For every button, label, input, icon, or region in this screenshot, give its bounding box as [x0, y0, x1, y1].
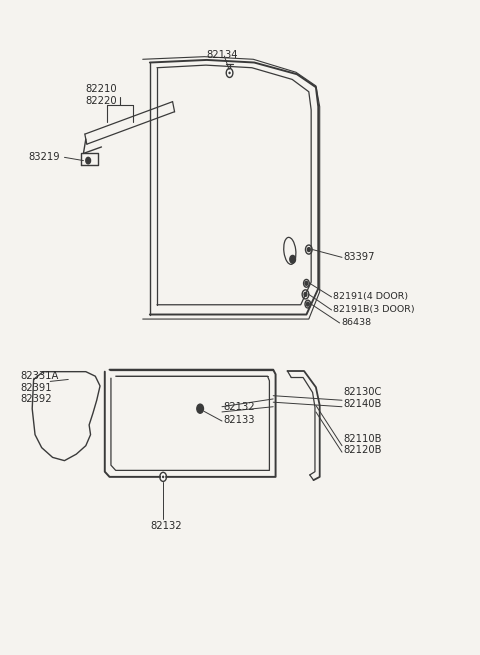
Text: 83219: 83219 [29, 153, 60, 162]
Text: 82191B(3 DOOR): 82191B(3 DOOR) [334, 305, 415, 314]
Text: 82110B
82120B: 82110B 82120B [343, 434, 382, 455]
Text: 82191(4 DOOR): 82191(4 DOOR) [334, 293, 408, 301]
Text: 82331A
82391
82392: 82331A 82391 82392 [21, 371, 59, 404]
Circle shape [290, 255, 296, 263]
Circle shape [228, 71, 231, 75]
Text: 82132: 82132 [151, 521, 182, 531]
Circle shape [162, 475, 165, 479]
Text: 82130C
82140B: 82130C 82140B [343, 388, 382, 409]
Circle shape [229, 72, 230, 73]
Circle shape [307, 248, 310, 252]
Circle shape [163, 476, 164, 477]
Circle shape [197, 404, 204, 413]
Circle shape [305, 282, 308, 286]
Text: 83397: 83397 [343, 252, 375, 263]
Text: 82210
82220: 82210 82220 [86, 84, 118, 106]
Circle shape [304, 292, 307, 296]
Text: 86438: 86438 [342, 318, 372, 328]
Circle shape [306, 302, 309, 306]
Text: 82134: 82134 [207, 50, 238, 60]
Circle shape [86, 157, 91, 164]
Text: 82133: 82133 [223, 415, 255, 424]
Text: 82132: 82132 [223, 402, 255, 412]
